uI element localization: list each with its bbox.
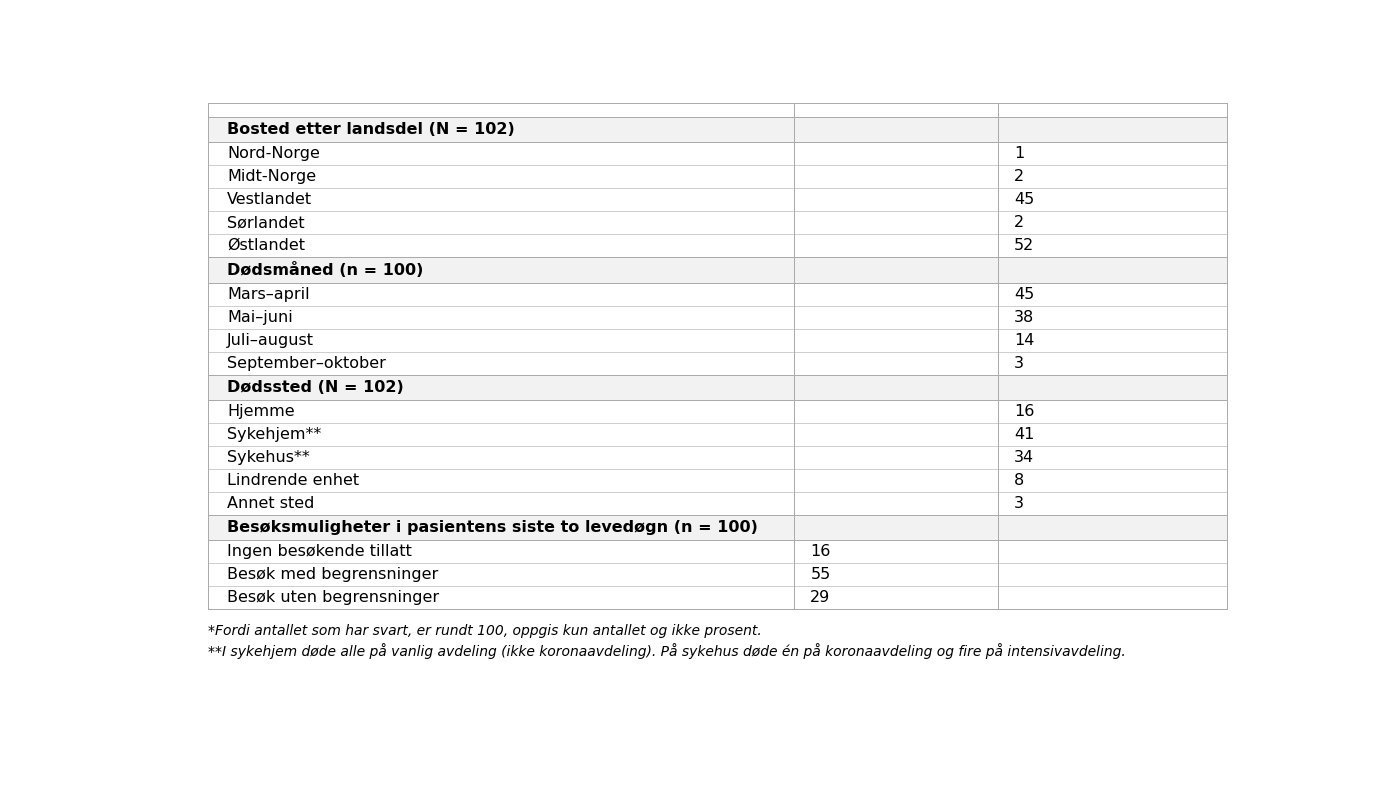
Text: 14: 14 [1014,332,1035,347]
Bar [794,116,998,142]
Text: Midt-Norge: Midt-Norge [227,169,316,184]
Bar [207,540,794,609]
Text: Nord-Norge: Nord-Norge [227,146,321,161]
Bar [794,257,998,282]
Bar [794,540,998,609]
Text: Hjemme: Hjemme [227,404,295,419]
Bar [794,400,998,515]
Text: 45: 45 [1014,287,1035,302]
Text: Ingen besøkende tillatt: Ingen besøkende tillatt [227,545,412,560]
Text: Besøksmuligheter i pasientens siste to levedøgn (n = 100): Besøksmuligheter i pasientens siste to l… [227,520,757,535]
Text: 16: 16 [811,545,830,560]
Text: 52: 52 [1014,238,1035,253]
Bar [998,116,1228,142]
Text: Mars–april: Mars–april [227,287,309,302]
Text: **I sykehjem døde alle på vanlig avdeling (ikke koronaavdeling). På sykehus døde: **I sykehjem døde alle på vanlig avdelin… [207,643,1126,659]
Text: Mai–juni: Mai–juni [227,310,293,325]
Text: Dødsmåned (n = 100): Dødsmåned (n = 100) [227,262,423,277]
Bar [794,515,998,540]
Text: Vestlandet: Vestlandet [227,192,312,208]
Text: September–oktober: September–oktober [227,355,386,370]
Bar [207,116,794,142]
Text: 3: 3 [1014,355,1025,370]
Bar [998,104,1228,116]
Text: Annet sted: Annet sted [227,496,315,511]
Bar [207,104,794,116]
Bar [998,257,1228,282]
Bar [794,375,998,400]
Text: 41: 41 [1014,427,1035,442]
Text: 2: 2 [1014,215,1025,230]
Text: Juli–august: Juli–august [227,332,314,347]
Text: Dødssted (N = 102): Dødssted (N = 102) [227,380,403,395]
Bar [207,142,794,257]
Text: Besøk uten begrensninger: Besøk uten begrensninger [227,590,440,605]
Text: 29: 29 [811,590,830,605]
Bar [794,104,998,116]
Text: Sykehus**: Sykehus** [227,450,309,465]
Text: 45: 45 [1014,192,1035,208]
Text: 16: 16 [1014,404,1035,419]
Bar [207,257,794,282]
Bar [998,540,1228,609]
Text: 3: 3 [1014,496,1025,511]
Text: Sørlandet: Sørlandet [227,215,305,230]
Text: 1: 1 [1014,146,1025,161]
Bar [794,142,998,257]
Text: Sykehjem**: Sykehjem** [227,427,322,442]
Bar [794,282,998,375]
Bar [998,515,1228,540]
Bar [207,400,794,515]
Bar [998,375,1228,400]
Text: Lindrende enhet: Lindrende enhet [227,473,360,488]
Text: 8: 8 [1014,473,1025,488]
Text: Østlandet: Østlandet [227,238,305,253]
Text: 38: 38 [1014,310,1035,325]
Text: 2: 2 [1014,169,1025,184]
Text: Besøk med begrensninger: Besøk med begrensninger [227,567,438,582]
Bar [207,515,794,540]
Bar [998,400,1228,515]
Bar [998,282,1228,375]
Text: *Fordi antallet som har svart, er rundt 100, oppgis kun antallet og ikke prosent: *Fordi antallet som har svart, er rundt … [207,625,762,638]
Bar [998,142,1228,257]
Text: Bosted etter landsdel (N = 102): Bosted etter landsdel (N = 102) [227,122,515,137]
Bar [207,282,794,375]
Text: 34: 34 [1014,450,1035,465]
Bar [207,375,794,400]
Text: 55: 55 [811,567,830,582]
